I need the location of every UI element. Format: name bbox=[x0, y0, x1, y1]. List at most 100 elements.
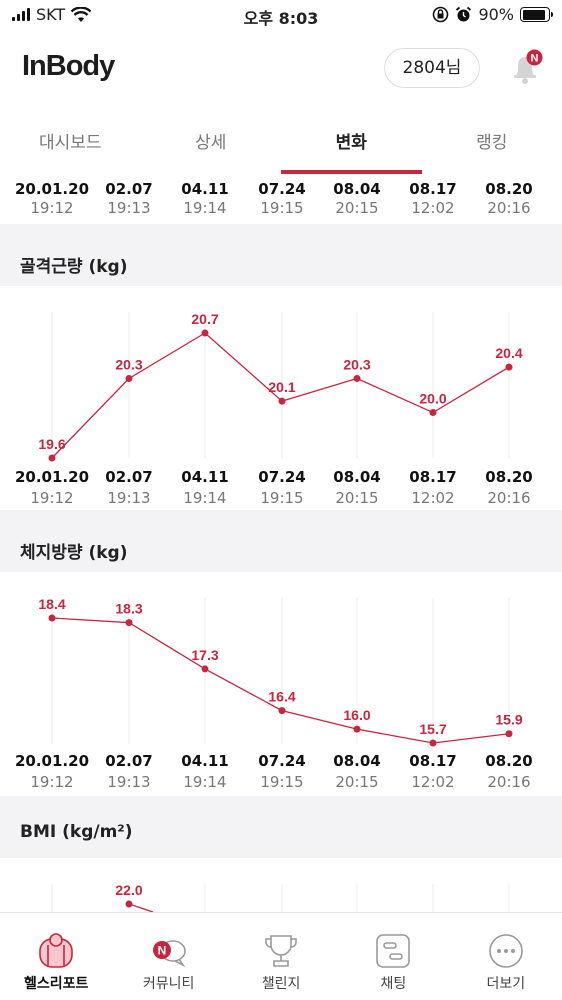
nav-chat[interactable]: 채팅 bbox=[337, 913, 449, 1000]
time-label: 19:14 bbox=[183, 199, 227, 217]
notification-bell-icon[interactable]: N bbox=[504, 46, 548, 90]
community-badge-text: N bbox=[157, 944, 166, 958]
series-line bbox=[128, 903, 154, 912]
x-axis-date: 08.17 bbox=[409, 752, 456, 770]
x-axis-time: 20:15 bbox=[335, 489, 378, 507]
nav-label: 더보기 bbox=[486, 976, 526, 992]
x-axis-time: 19:15 bbox=[260, 773, 303, 791]
nav-community[interactable]: N 커뮤니티 bbox=[112, 913, 224, 1000]
date-label: 04.11 bbox=[181, 180, 229, 198]
date-label: 02.07 bbox=[105, 180, 153, 198]
nav-more[interactable]: 더보기 bbox=[450, 913, 562, 1000]
data-point bbox=[429, 739, 437, 747]
date-label: 07.24 bbox=[258, 180, 306, 198]
section-title: BMI (kg/m²) bbox=[20, 822, 133, 842]
data-label: 18.3 bbox=[115, 601, 142, 617]
tab-dashboard[interactable]: 대시보드 bbox=[38, 133, 102, 153]
x-axis-date: 02.07 bbox=[105, 752, 152, 770]
notification-badge bbox=[526, 49, 543, 66]
section-header-fat: 체지방량 (kg) bbox=[0, 510, 562, 572]
nav-label: 커뮤니티 bbox=[142, 976, 195, 992]
chat-icon bbox=[376, 934, 411, 968]
date-column: 20.01.20 19:12 bbox=[12, 180, 92, 217]
health-report-icon bbox=[39, 933, 74, 968]
data-label: 15.9 bbox=[495, 712, 522, 728]
data-label: 20.4 bbox=[495, 345, 522, 361]
data-point bbox=[353, 725, 361, 733]
x-axis-time: 19:12 bbox=[30, 489, 73, 507]
data-label: 16.0 bbox=[343, 707, 370, 723]
x-axis-time: 20:16 bbox=[487, 489, 530, 507]
x-axis-date: 08.04 bbox=[333, 468, 380, 486]
rotation-lock-icon bbox=[433, 6, 449, 23]
date-column: 02.07 19:13 bbox=[89, 180, 169, 217]
time-label: 19:12 bbox=[30, 199, 74, 217]
data-label: 22.0 bbox=[115, 882, 142, 898]
carrier-label: SKT bbox=[36, 5, 66, 24]
app-header: InBody 2804님 N bbox=[0, 30, 562, 110]
muscle-line-chart: 19.6 20.3 20.7 20.1 20.3 20.0 20.4 20.01.20 19:1… bbox=[15, 311, 533, 507]
signal-icon bbox=[12, 8, 30, 21]
x-axis-time: 20:16 bbox=[487, 773, 530, 791]
nav-label: 챌린지 bbox=[261, 976, 301, 992]
status-right: 90% bbox=[432, 5, 553, 24]
tab-detail[interactable]: 상세 bbox=[195, 133, 227, 153]
bmi-chart-card: 22.0 bbox=[0, 858, 562, 912]
time-label: 20:15 bbox=[335, 199, 379, 217]
date-label: 08.17 bbox=[409, 180, 457, 198]
time-label: 12:02 bbox=[411, 199, 455, 217]
x-axis-time: 19:15 bbox=[260, 489, 303, 507]
x-axis-date: 08.20 bbox=[485, 468, 532, 486]
data-label: 16.4 bbox=[268, 689, 295, 705]
time-label: 19:15 bbox=[260, 199, 304, 217]
nav-challenge[interactable]: 챌린지 bbox=[225, 913, 337, 1000]
data-point bbox=[278, 707, 286, 715]
x-axis-date: 04.11 bbox=[181, 468, 228, 486]
date-column: 08.20 20:16 bbox=[469, 180, 549, 217]
wifi-icon bbox=[71, 6, 92, 22]
time-label: 20:16 bbox=[487, 199, 531, 217]
data-point bbox=[201, 665, 209, 673]
x-axis-time: 20:15 bbox=[335, 773, 378, 791]
x-axis-date: 07.24 bbox=[258, 752, 305, 770]
section-header-muscle: 골격근량 (kg) bbox=[0, 224, 562, 286]
section-title: 체지방량 (kg) bbox=[20, 543, 128, 563]
data-label: 20.3 bbox=[115, 356, 142, 372]
x-axis-time: 19:14 bbox=[183, 489, 226, 507]
battery-percent: 90% bbox=[478, 5, 514, 24]
data-label: 20.0 bbox=[419, 391, 446, 407]
data-point bbox=[429, 409, 437, 417]
more-icon bbox=[489, 934, 523, 968]
date-column: 08.04 20:15 bbox=[317, 180, 397, 217]
date-column: 07.24 19:15 bbox=[242, 180, 322, 217]
x-axis-time: 19:12 bbox=[30, 773, 73, 791]
x-axis-time: 19:14 bbox=[183, 773, 226, 791]
data-label: 18.4 bbox=[38, 596, 65, 612]
time-label: 19:13 bbox=[107, 199, 151, 217]
data-label: 20.3 bbox=[343, 356, 370, 372]
data-point bbox=[278, 397, 286, 405]
x-axis-date: 07.24 bbox=[258, 468, 305, 486]
status-bar: SKT 오후 8:03 90% bbox=[0, 0, 562, 30]
bottom-navigation: 헬스리포트 N 커뮤니티 챌린지 채팅 더보기 bbox=[0, 912, 562, 1000]
user-profile-button[interactable]: 2804님 bbox=[384, 48, 480, 88]
data-label: 17.3 bbox=[191, 647, 218, 663]
inbody-logo: InBody bbox=[22, 50, 115, 82]
bmi-line-chart: 22.0 bbox=[51, 882, 510, 912]
battery-icon bbox=[520, 7, 553, 22]
nav-health-report[interactable]: 헬스리포트 bbox=[0, 913, 112, 1000]
data-point bbox=[125, 900, 133, 908]
x-axis-time: 19:13 bbox=[107, 489, 150, 507]
data-point bbox=[48, 454, 56, 462]
tab-change[interactable]: 변화 bbox=[281, 118, 422, 176]
x-axis-date: 20.01.20 bbox=[15, 468, 89, 486]
x-axis-date: 02.07 bbox=[105, 468, 152, 486]
date-label: 20.01.20 bbox=[14, 180, 90, 198]
data-label: 15.7 bbox=[419, 721, 446, 737]
nav-label: 헬스리포트 bbox=[24, 976, 89, 992]
fat-chart-card: 18.4 18.3 17.3 16.4 16.0 15.7 15.9 20.01.20 19:1… bbox=[0, 572, 562, 796]
tab-ranking[interactable]: 랭킹 bbox=[476, 133, 508, 153]
fat-line-chart: 18.4 18.3 17.3 16.4 16.0 15.7 15.9 20.01.20 19:1… bbox=[15, 596, 533, 791]
date-label: 08.04 bbox=[333, 180, 381, 198]
muscle-chart-card: 19.6 20.3 20.7 20.1 20.3 20.0 20.4 20.01.20 19:1… bbox=[0, 286, 562, 510]
